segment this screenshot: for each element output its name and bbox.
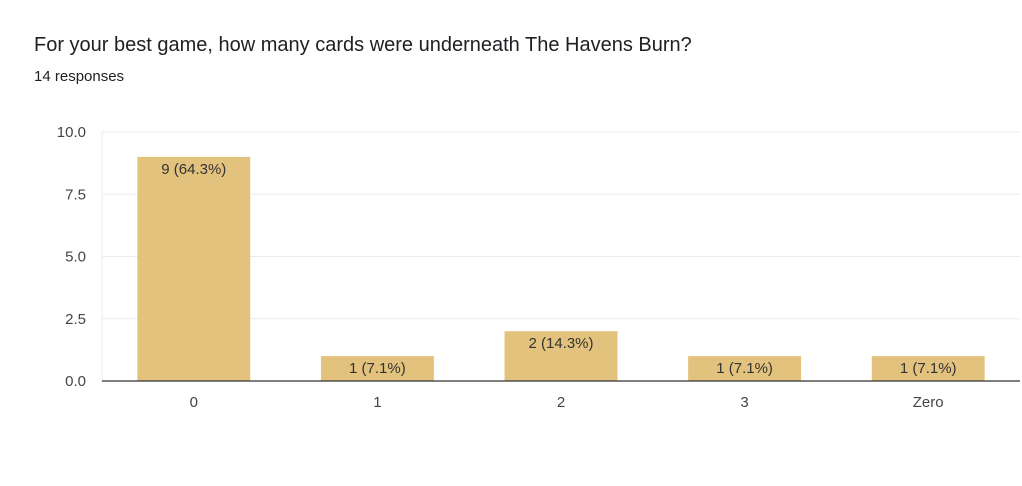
gridlines xyxy=(101,131,1020,381)
bar xyxy=(688,356,802,381)
data-labels: 9 (64.3%) 1 (7.1%) 2 (14.3%) 1 (7.1%) 1 (7.1… xyxy=(161,161,956,377)
bar xyxy=(320,356,434,381)
data-label: 1 (7.1%) xyxy=(716,360,773,377)
bar xyxy=(871,356,985,381)
data-label: 1 (7.1%) xyxy=(900,360,957,377)
y-tick-label: 10.0 xyxy=(57,124,86,141)
y-tick-label: 2.5 xyxy=(65,311,86,328)
data-label: 2 (14.3%) xyxy=(528,335,593,352)
question-title: For your best game, how many cards were … xyxy=(34,34,692,56)
x-tick-label: 2 xyxy=(557,394,565,411)
x-tick-label: 1 xyxy=(373,394,381,411)
data-label: 1 (7.1%) xyxy=(349,360,406,377)
axes: 0.0 2.5 5.0 7.5 10.0 0 1 2 3 Zero xyxy=(57,124,1020,411)
response-count: 14 responses xyxy=(34,68,125,85)
y-tick-label: 0.0 xyxy=(65,373,86,390)
y-tick-label: 5.0 xyxy=(65,249,86,266)
x-tick-label: Zero xyxy=(913,394,944,411)
bar xyxy=(504,331,618,381)
bars xyxy=(137,156,985,381)
y-tick-label: 7.5 xyxy=(65,186,86,203)
bar xyxy=(137,156,251,381)
x-tick-label: 0 xyxy=(190,394,198,411)
data-label: 9 (64.3%) xyxy=(161,161,226,178)
x-tick-label: 3 xyxy=(740,394,748,411)
